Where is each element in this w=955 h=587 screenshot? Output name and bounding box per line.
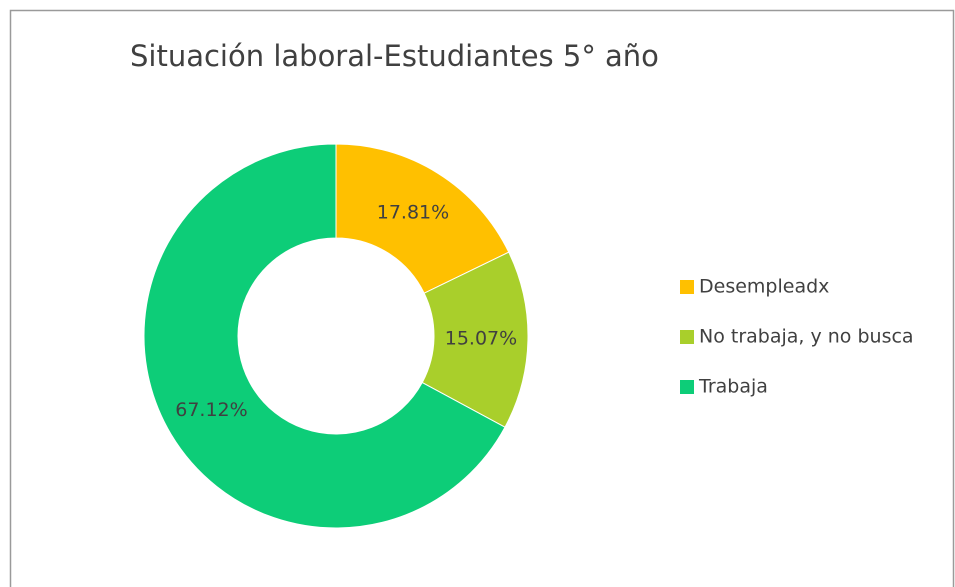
legend-swatch (680, 330, 694, 344)
legend-swatch (680, 380, 694, 394)
donut-slice (143, 143, 506, 529)
legend-label: Desempleadx (699, 276, 829, 298)
data-label: 67.12% (175, 399, 247, 421)
legend-swatch (680, 280, 694, 294)
chart-title: Situación laboral-Estudiantes 5° año (130, 39, 659, 73)
donut-slice (335, 143, 510, 294)
data-label: 17.81% (377, 202, 449, 224)
legend-label: Trabaja (698, 376, 768, 398)
legend-label: No trabaja, y no busca (699, 326, 914, 348)
data-label: 15.07% (445, 328, 517, 350)
